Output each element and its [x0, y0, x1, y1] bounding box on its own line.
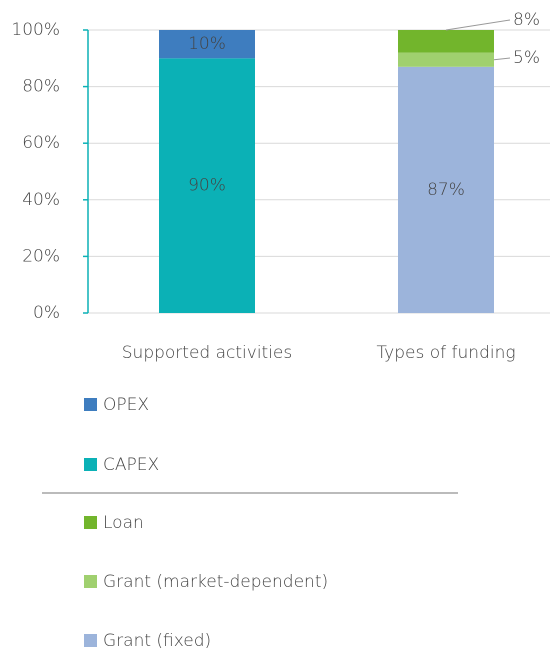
- value-label: 8%: [513, 10, 540, 30]
- value-label: 5%: [513, 48, 540, 68]
- bar-segment: [159, 30, 255, 59]
- legend-swatch: [84, 398, 97, 411]
- legend-swatch: [84, 575, 97, 588]
- y-tick-label: 0%: [33, 303, 60, 323]
- legend-swatch: [84, 634, 97, 647]
- x-tick-label: Types of funding: [376, 343, 515, 363]
- value-label: 87%: [427, 180, 465, 200]
- y-tick-label: 100%: [11, 20, 60, 40]
- value-label: 90%: [188, 176, 226, 196]
- value-label: 10%: [188, 34, 226, 54]
- leader-line: [493, 57, 511, 61]
- x-tick-label: Supported activities: [122, 343, 293, 363]
- y-tick-label: 20%: [22, 246, 60, 266]
- legend-swatch: [84, 516, 97, 529]
- legend-label: Grant (market-dependent): [103, 572, 328, 592]
- bar-segment: [398, 52, 494, 67]
- bar-segment: [159, 58, 255, 313]
- legend-label: Loan: [103, 513, 144, 533]
- legend-label: OPEX: [103, 395, 149, 415]
- y-tick-label: 80%: [22, 77, 60, 97]
- legend-label: Grant (fixed): [103, 631, 211, 651]
- y-tick-label: 60%: [22, 133, 60, 153]
- y-tick-label: 40%: [22, 190, 60, 210]
- leader-line: [445, 19, 511, 31]
- legend-label: CAPEX: [103, 455, 159, 475]
- bar-segment: [398, 66, 494, 313]
- legend-swatch: [84, 458, 97, 471]
- bar-segment: [398, 30, 494, 53]
